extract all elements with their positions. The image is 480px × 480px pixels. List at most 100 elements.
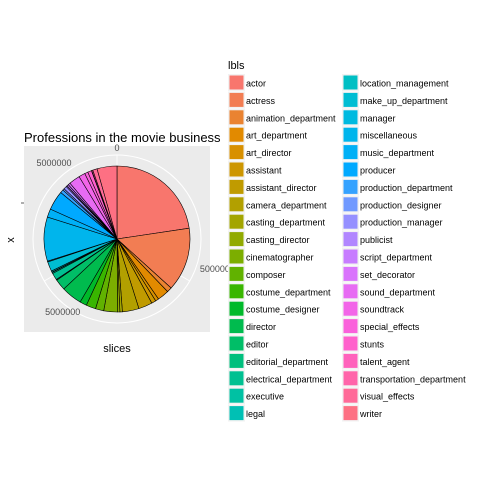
legend-label: editorial_department [246, 357, 329, 367]
legend-item-location-management: location_management [342, 74, 449, 91]
legend-swatch [229, 75, 244, 90]
legend-label: cinematographer [246, 253, 314, 263]
legend-swatch [343, 371, 358, 386]
legend-swatch [343, 92, 358, 107]
slice-actress [116, 227, 191, 289]
legend-item-editorial-department: editorial_department [228, 352, 329, 370]
legend-swatch [229, 214, 244, 229]
legend-label: legal [246, 409, 265, 419]
legend-swatch [229, 145, 244, 160]
legend-item-editor: editor [228, 335, 269, 352]
legend-swatch [229, 406, 244, 421]
legend-swatch [343, 127, 358, 142]
legend-label: miscellaneous [360, 131, 418, 141]
legend-item-make-up-department: make_up_department [342, 91, 448, 109]
legend-label: assistant [246, 166, 282, 176]
legend-swatch [343, 406, 358, 421]
legend-swatch [229, 319, 244, 334]
radial-tick-label: 0 [114, 143, 119, 153]
legend-item-production-designer: production_designer [342, 195, 442, 213]
legend-label: animation_department [246, 113, 336, 123]
legend-item-miscellaneous: miscellaneous [342, 126, 418, 144]
legend-item-art-department: art_department [228, 126, 308, 144]
legend-item-cinematographer: cinematographer [228, 248, 314, 265]
legend-swatch [343, 197, 358, 212]
legend-item-special-effects: special_effects [342, 317, 420, 335]
legend-swatch [229, 127, 244, 142]
legend-swatch [343, 214, 358, 229]
legend-label: writer [359, 409, 382, 419]
legend-swatch [229, 371, 244, 386]
legend-item-executive: executive [228, 387, 284, 405]
legend-swatch [229, 301, 244, 316]
legend-label: stunts [360, 340, 385, 350]
legend-label: assistant_director [246, 183, 317, 193]
legend-swatch [343, 353, 358, 368]
legend-swatch [343, 145, 358, 160]
legend-item-casting-director: casting_director [228, 230, 310, 248]
legend-item-stunts: stunts [342, 335, 385, 352]
legend-item-production-department: production_department [342, 178, 453, 196]
legend-swatch [229, 266, 244, 281]
legend-item-assistant: assistant [228, 161, 282, 178]
legend-item-legal: legal [228, 404, 265, 422]
legend-label: casting_department [246, 218, 326, 228]
legend-item-actress: actress [228, 91, 276, 109]
legend-swatch [229, 232, 244, 247]
legend-label: talent_agent [360, 357, 410, 367]
legend-label: publicist [360, 235, 393, 245]
legend-swatch [343, 336, 358, 351]
legend-label: visual_effects [360, 392, 415, 402]
legend-label: sound_department [360, 287, 436, 297]
legend-swatch [343, 75, 358, 90]
legend-item-script-department: script_department [342, 248, 433, 265]
legend-swatch [343, 179, 358, 194]
legend-item-actor: actor [228, 74, 266, 91]
legend-label: costume_designer [246, 305, 320, 315]
legend-swatch [229, 284, 244, 299]
legend-label: composer [246, 270, 286, 280]
chart-title: Professions in the movie business [24, 130, 221, 145]
legend-item-producer: producer [342, 161, 396, 178]
radial-tick-label: 5000000 [200, 264, 235, 274]
legend-item-production-manager: production_manager [342, 213, 443, 231]
legend-label: music_department [360, 148, 435, 158]
legend-item-camera-department: camera_department [228, 195, 327, 213]
legend-label: production_designer [360, 200, 442, 210]
legend-label: electrical_department [246, 374, 333, 384]
legend-swatch [229, 353, 244, 368]
legend-item-director: director [228, 317, 276, 335]
legend-swatch [229, 162, 244, 177]
legend-swatch [229, 388, 244, 403]
legend-label: casting_director [246, 235, 310, 245]
legend-swatch [343, 301, 358, 316]
legend-label: set_decorator [360, 270, 415, 280]
legend-swatch [343, 110, 358, 125]
legend-swatch [229, 197, 244, 212]
legend-item-costume-designer: costume_designer [228, 300, 320, 318]
y-axis-label: x [5, 237, 17, 243]
legend-item-transportation-department: transportation_department [342, 369, 466, 387]
legend-label: executive [246, 392, 284, 402]
legend-label: camera_department [246, 200, 327, 210]
legend-label: script_department [360, 253, 433, 263]
legend-label: location_management [360, 79, 449, 89]
legend-item-visual-effects: visual_effects [342, 387, 415, 405]
radial-tick-label: 5000000 [36, 158, 71, 168]
legend-item-sound-department: sound_department [342, 282, 436, 300]
legend-label: costume_department [246, 287, 331, 297]
legend-label: actress [246, 96, 276, 106]
legend: actor actress animation_department art_depa… [228, 74, 466, 422]
legend-item-talent-agent: talent_agent [342, 352, 410, 370]
legend-item-assistant-director: assistant_director [228, 178, 317, 196]
legend-swatch [229, 249, 244, 264]
legend-item-publicist: publicist [342, 230, 393, 248]
legend-swatch [229, 336, 244, 351]
legend-label: special_effects [360, 322, 420, 332]
legend-swatch [343, 319, 358, 334]
slice-writer [96, 165, 118, 240]
legend-label: editor [246, 340, 269, 350]
legend-label: transportation_department [360, 374, 466, 384]
legend-swatch [343, 266, 358, 281]
legend-swatch [343, 232, 358, 247]
